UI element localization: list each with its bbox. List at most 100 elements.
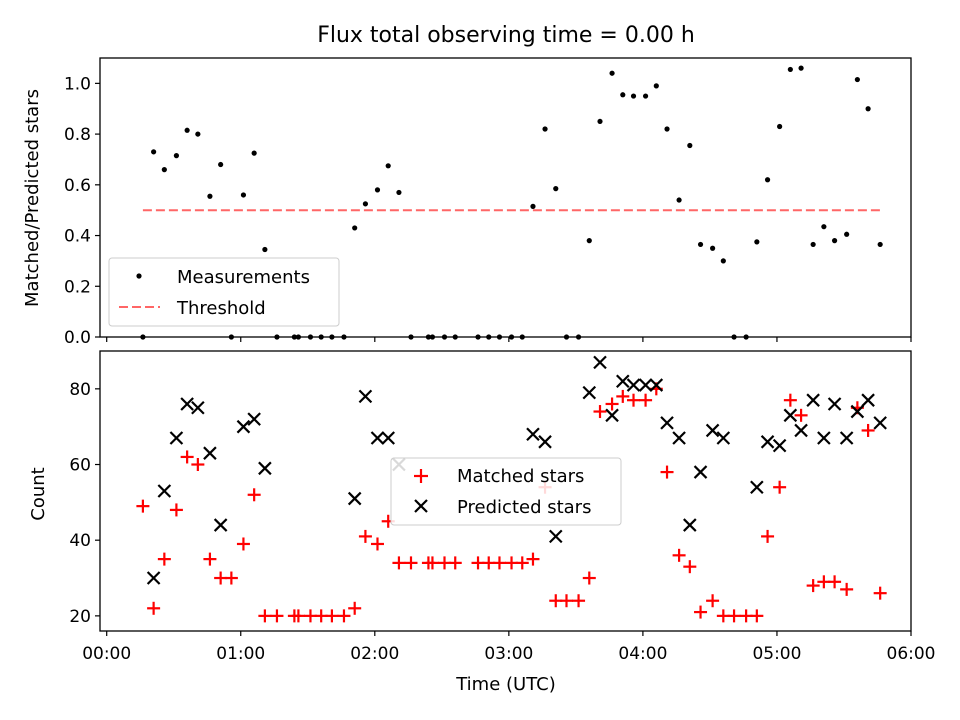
measurement-point bbox=[184, 127, 190, 133]
matched-star-point bbox=[325, 609, 339, 623]
measurement-point bbox=[877, 241, 883, 248]
matched-star-point bbox=[224, 571, 238, 585]
measurement-point bbox=[620, 92, 626, 98]
matched-star-point bbox=[572, 594, 586, 608]
matched-star-point bbox=[727, 609, 741, 623]
measurement-point bbox=[240, 192, 247, 198]
legend-predicted-stars-label: Predicted stars bbox=[457, 497, 591, 518]
matched-star-point bbox=[180, 450, 194, 464]
matched-star-point bbox=[605, 397, 619, 411]
measurement-point bbox=[754, 239, 760, 245]
matched-star-point bbox=[348, 601, 362, 615]
matched-star-point bbox=[337, 609, 351, 623]
measurement-point bbox=[687, 142, 693, 149]
measurement-point bbox=[563, 334, 570, 340]
predicted-star-point bbox=[247, 412, 261, 426]
predicted-star-point bbox=[861, 393, 875, 407]
bottom-panel-frame bbox=[99, 350, 912, 632]
predicted-star-point bbox=[772, 438, 787, 453]
x-tick-label: 05:00 bbox=[752, 644, 801, 664]
top-x-ticks bbox=[106, 337, 912, 342]
matched-star-point bbox=[639, 393, 653, 407]
measurement-point bbox=[731, 334, 737, 340]
legend-matched-stars-marker bbox=[414, 469, 428, 483]
y-tick-label: 40 bbox=[69, 531, 91, 551]
matched-star-point bbox=[873, 586, 887, 600]
measurement-point bbox=[486, 334, 492, 340]
predicted-star-point bbox=[213, 518, 228, 532]
measurement-point bbox=[441, 334, 448, 340]
measurement-point bbox=[295, 334, 301, 340]
legend-matched-stars-label: Matched stars bbox=[457, 466, 584, 487]
predicted-star-point bbox=[626, 378, 641, 392]
measurement-point bbox=[352, 225, 358, 231]
matched-star-point bbox=[706, 594, 720, 608]
matched-star-point bbox=[761, 529, 775, 543]
measurement-point bbox=[496, 334, 503, 340]
bottom-x-ticks: 00:00 01:00 02:00 03:00 04:00 05:00 06:00 bbox=[82, 631, 936, 664]
matched-star-point bbox=[806, 579, 820, 593]
matched-star-point bbox=[828, 575, 842, 589]
x-tick-label: 00:00 bbox=[82, 644, 131, 664]
x-tick-label: 01:00 bbox=[216, 644, 265, 664]
measurement-point bbox=[173, 153, 180, 159]
matched-star-point bbox=[627, 393, 641, 407]
matched-star-point bbox=[425, 556, 439, 570]
measurement-point bbox=[307, 334, 314, 340]
predicted-star-point bbox=[381, 431, 395, 445]
predicted-star-point bbox=[258, 461, 272, 476]
measurement-point bbox=[251, 150, 257, 156]
top-panel-frame bbox=[99, 57, 912, 338]
matched-star-point bbox=[783, 393, 797, 407]
predicted-star-point bbox=[605, 408, 619, 423]
measurement-point bbox=[385, 163, 391, 169]
predicted-star-point bbox=[180, 397, 194, 411]
measurement-point bbox=[341, 334, 347, 340]
matched-star-point bbox=[773, 480, 787, 494]
matched-star-point bbox=[358, 529, 372, 543]
y-tick-label: 1.0 bbox=[64, 74, 91, 94]
matched-star-point bbox=[247, 488, 261, 502]
legend-predicted-stars-marker bbox=[414, 499, 428, 513]
top-y-ticks: 0.0 0.2 0.4 0.6 0.8 1.0 bbox=[64, 74, 100, 348]
bottom-legend: Matched stars Predicted stars bbox=[390, 457, 622, 526]
measurement-point bbox=[530, 203, 536, 209]
matched-star-point bbox=[515, 556, 529, 570]
measurement-point bbox=[151, 149, 157, 155]
predicted-star-point bbox=[783, 408, 798, 423]
matched-star-point bbox=[392, 556, 406, 570]
measurement-point bbox=[291, 334, 297, 340]
predicted-star-point bbox=[616, 374, 630, 389]
predicted-star-point bbox=[794, 423, 808, 438]
measurement-point bbox=[374, 187, 381, 193]
measurement-point bbox=[429, 334, 436, 340]
predicted-star-point bbox=[548, 529, 563, 544]
measurement-point bbox=[697, 241, 704, 248]
predicted-star-point bbox=[693, 465, 708, 479]
matched-star-point bbox=[672, 548, 686, 562]
x-tick-label: 03:00 bbox=[484, 644, 533, 664]
measurement-point bbox=[609, 70, 615, 76]
predicted-star-point bbox=[358, 389, 373, 404]
measurement-point bbox=[821, 224, 827, 230]
matched-star-point bbox=[750, 609, 764, 623]
matched-star-point bbox=[492, 556, 506, 570]
predicted-star-point bbox=[750, 480, 764, 494]
predicted-star-point bbox=[593, 355, 607, 370]
measurement-point bbox=[777, 123, 783, 130]
measurement-point bbox=[396, 189, 402, 196]
y-tick-label: 20 bbox=[69, 607, 91, 627]
measurement-point bbox=[597, 118, 603, 125]
matched-star-point bbox=[404, 556, 418, 570]
predicted-star-point bbox=[817, 431, 831, 445]
matched-star-point bbox=[683, 560, 697, 574]
measurement-point bbox=[642, 93, 649, 99]
matched-star-point bbox=[236, 537, 250, 551]
matched-star-point bbox=[794, 408, 808, 422]
legend-threshold-label: Threshold bbox=[176, 298, 266, 319]
predicted-star-point bbox=[660, 416, 674, 430]
measurement-point bbox=[329, 334, 335, 340]
bottom-series-layer bbox=[136, 355, 887, 623]
measurement-point bbox=[586, 238, 592, 244]
